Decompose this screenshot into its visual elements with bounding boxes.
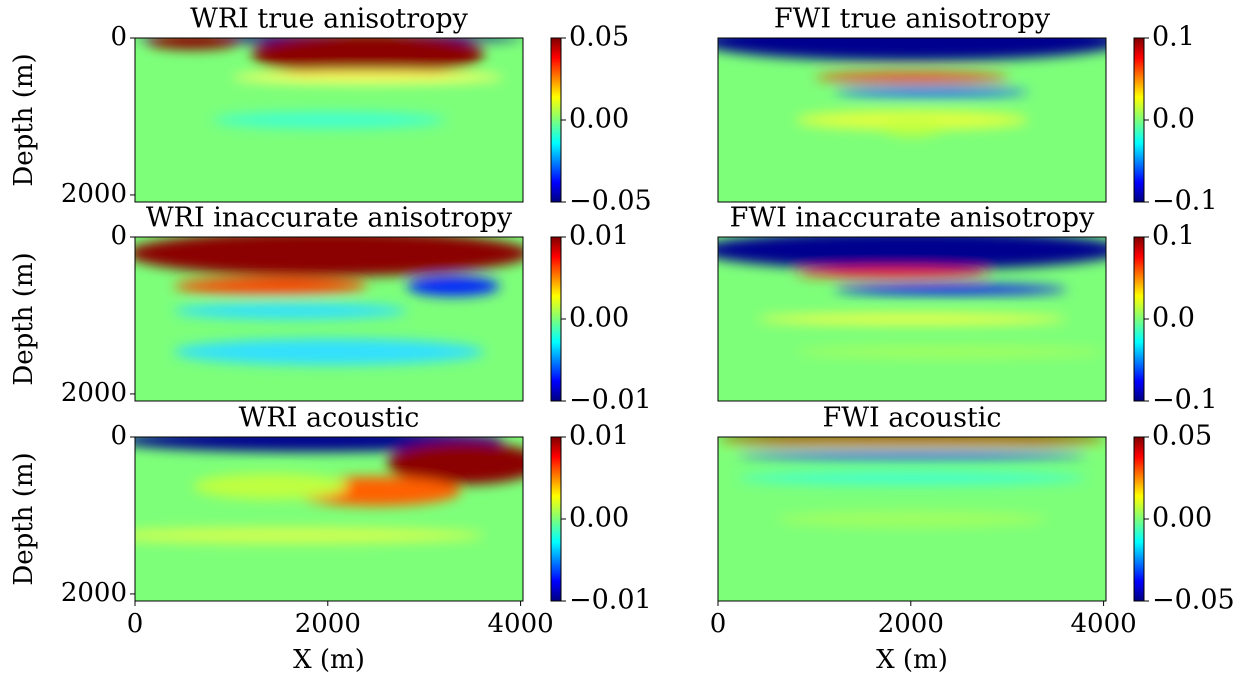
heatmap-feature <box>795 345 1106 359</box>
heatmap-field <box>718 237 1106 359</box>
colorbar-tick-label: 0.00 <box>569 303 629 334</box>
colorbar-tick-label: 0.1 <box>1152 221 1195 252</box>
heatmap-field <box>135 38 523 129</box>
y-tick-label: 0 <box>110 22 127 52</box>
colorbar-tick-label: 0.00 <box>569 104 629 135</box>
axes-title: FWI acoustic <box>822 403 1001 434</box>
heatmap-feature <box>173 302 407 319</box>
y-tick-label: 2000 <box>61 578 127 608</box>
colorbar-tick-label: −0.1 <box>1152 186 1218 217</box>
axes-frame <box>717 236 1107 402</box>
heatmap-field <box>135 437 523 544</box>
y-axis-label: Depth (m) <box>9 252 39 385</box>
colorbar-tick-label: 0.01 <box>569 221 629 252</box>
heatmap-feature <box>251 38 485 76</box>
axes-title: FWI true anisotropy <box>774 4 1051 35</box>
heatmap <box>718 437 1106 601</box>
heatmap-feature <box>834 87 1029 98</box>
x-axis-label: X (m) <box>293 645 365 675</box>
heatmap <box>718 38 1106 202</box>
colorbar-tick-label: 0.00 <box>1152 503 1212 534</box>
x-axis-label: X (m) <box>876 645 948 675</box>
heatmap-feature <box>834 284 1068 295</box>
heatmap-field <box>718 437 1106 528</box>
axes-frame <box>134 37 524 203</box>
colorbar-tick-label: 0.1 <box>1152 22 1195 53</box>
colorbar <box>550 37 562 203</box>
heatmap-field <box>135 237 523 365</box>
colorbar-tick-label: 0.05 <box>569 22 629 53</box>
x-tick-label: 0 <box>710 609 727 639</box>
colorbar-tick-label: 0.00 <box>569 503 629 534</box>
axes-frame <box>134 236 524 402</box>
axes-title: WRI acoustic <box>239 403 420 434</box>
colorbar-tick-label: 0.01 <box>569 421 629 452</box>
y-axis-label: Depth (m) <box>9 53 39 186</box>
heatmap-feature <box>406 276 500 297</box>
heatmap-feature <box>737 450 1087 460</box>
heatmap-feature <box>146 38 240 50</box>
colorbar <box>1133 236 1145 402</box>
heatmap-feature <box>756 314 1068 324</box>
colorbar-tick-label: 0.05 <box>1152 421 1212 452</box>
heatmap-feature <box>173 278 368 295</box>
axes-title: FWI inaccurate anisotropy <box>730 203 1095 234</box>
heatmap-feature <box>135 237 523 277</box>
axes-frame <box>717 436 1107 602</box>
colorbar-tick-label: −0.05 <box>569 186 652 217</box>
y-tick-label: 0 <box>110 421 127 451</box>
colorbar-tick-label: −0.01 <box>569 385 652 416</box>
colorbar <box>550 236 562 402</box>
heatmap <box>718 237 1106 401</box>
colorbar-tick-label: 0.0 <box>1152 303 1195 334</box>
heatmap-feature <box>173 338 485 365</box>
axes-frame <box>717 37 1107 203</box>
colorbar-tick-label: −0.01 <box>569 585 652 616</box>
heatmap-feature <box>737 471 1087 485</box>
colorbar <box>1133 37 1145 203</box>
y-axis-label: Depth (m) <box>9 452 39 585</box>
y-tick-label: 2000 <box>61 378 127 408</box>
x-tick-label: 2000 <box>878 609 944 639</box>
x-tick-label: 0 <box>127 609 144 639</box>
heatmap-feature <box>795 268 990 278</box>
axes-title: WRI inaccurate anisotropy <box>146 203 513 234</box>
y-tick-label: 0 <box>110 221 127 251</box>
colorbar <box>550 436 562 602</box>
heatmap-feature <box>231 70 504 84</box>
colorbar <box>1133 436 1145 602</box>
heatmap <box>135 237 523 401</box>
colorbar-tick-label: −0.05 <box>1152 585 1235 616</box>
axes-frame <box>134 436 524 602</box>
x-tick-label: 4000 <box>488 609 554 639</box>
colorbar-tick-label: −0.1 <box>1152 385 1218 416</box>
heatmap-feature <box>880 120 944 137</box>
heatmap-feature <box>776 510 1048 528</box>
y-tick-label: 2000 <box>61 179 127 209</box>
x-tick-label: 4000 <box>1071 609 1137 639</box>
heatmap <box>135 38 523 202</box>
heatmap-field <box>718 38 1106 137</box>
axes-title: WRI true anisotropy <box>190 4 469 35</box>
heatmap-feature <box>193 473 349 500</box>
heatmap-feature <box>135 527 485 544</box>
x-tick-label: 2000 <box>295 609 361 639</box>
heatmap <box>135 437 523 601</box>
heatmap-feature <box>387 441 523 485</box>
heatmap-feature <box>212 111 446 129</box>
heatmap-feature <box>718 38 1106 61</box>
heatmap-feature <box>815 72 1009 83</box>
heatmap-feature <box>718 442 1106 448</box>
heatmap-feature <box>718 237 1106 270</box>
colorbar-tick-label: 0.0 <box>1152 104 1195 135</box>
